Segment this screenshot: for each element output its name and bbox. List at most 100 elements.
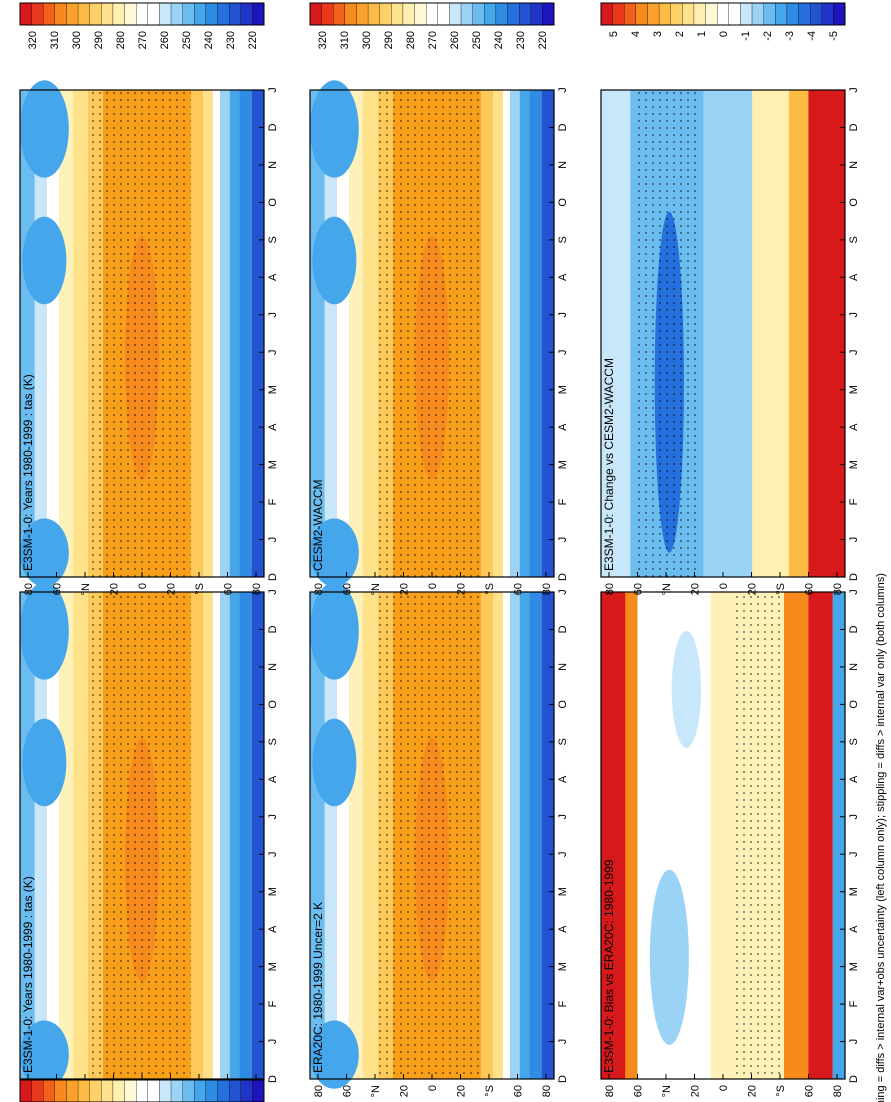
cold-region [20, 518, 69, 587]
month-tick-label: F [557, 1000, 569, 1007]
month-tick-label: D [848, 625, 860, 633]
colorbar-abs-top: 320 310 300 290 280 270 260 250 240 230 220 [19, 2, 265, 49]
month-tick-label: S [557, 738, 569, 745]
colorbar-label: 250 [471, 31, 483, 49]
colorbar-swatch [717, 2, 729, 26]
colorbar-label: 230 [515, 31, 527, 49]
contour-band [480, 592, 493, 1079]
contour-band [73, 592, 89, 1079]
lat-tick-label: 80 [541, 583, 553, 595]
colorbar-swatch [182, 1079, 195, 1102]
contour-band [502, 90, 511, 577]
cold-region [22, 718, 67, 807]
lat-tick-label: 20 [747, 583, 759, 595]
colorbar-label: 270 [427, 31, 439, 49]
colorbar-swatch [600, 2, 613, 26]
month-tick-label: A [557, 775, 569, 783]
cool-region [671, 630, 702, 748]
colorbar-swatch [809, 2, 822, 26]
month-tick-label: J [267, 851, 279, 857]
colorbar-swatch [194, 2, 207, 26]
month-tick-label: J [267, 537, 279, 543]
colorbar-swatch [798, 2, 811, 26]
contour-band [34, 90, 47, 577]
lat-tick-label: 80 [313, 583, 325, 595]
month-tick-label: F [557, 498, 569, 505]
lat-tick-label: 0 [137, 583, 149, 589]
colorbar-swatch [309, 2, 322, 26]
lat-tick-label: 20 [690, 583, 702, 595]
cold-region [20, 1020, 69, 1089]
colorbar-swatch [124, 1079, 137, 1102]
figure-footnote: hatching = diffs > internal var+obs unce… [875, 573, 887, 1102]
month-tick-label: J [557, 87, 569, 93]
colorbar-swatch [612, 2, 625, 26]
month-tick-label: J [267, 589, 279, 595]
contour-band [212, 592, 221, 1079]
month-tick-label: M [267, 460, 279, 469]
colorbar-label: 260 [159, 31, 171, 49]
lat-tick-label: 20 [690, 1085, 702, 1097]
colorbar-swatch [124, 2, 137, 26]
month-tick-label: O [267, 700, 279, 709]
colorbar-swatch [228, 1079, 241, 1102]
colorbar-swatch [635, 2, 648, 26]
contour-band [203, 592, 213, 1079]
panel-p1: E3SM-1-0: Years 1980-1999 : tas (K) 80 60 °… [19, 582, 279, 1097]
month-tick-label: J [848, 1039, 860, 1045]
panel-title: E3SM-1-0: Change vs CESM2-WACCM [602, 358, 616, 571]
colorbar-swatch [484, 2, 497, 26]
colorbar-swatch [19, 2, 32, 26]
month-tick-label: S [848, 738, 860, 745]
colorbar-swatch [54, 1079, 67, 1102]
month-tick-label: D [267, 1075, 279, 1083]
month-tick-label: M [848, 460, 860, 469]
panel-p4: CESM2-WACCM 80 60 °N 20 0 20 °S 60 80 D J F M A M J J A S O N… [309, 80, 569, 595]
colorbar-swatch [43, 2, 56, 26]
month-tick-label: F [267, 498, 279, 505]
month-tick-label: D [557, 573, 569, 581]
colorbar-swatch [43, 1079, 56, 1102]
colorbar-swatch [728, 2, 741, 26]
month-tick-label: D [557, 123, 569, 131]
month-tick-label: J [848, 537, 860, 543]
month-tick-label: J [267, 312, 279, 318]
colorbar-abs-top-2: 320 310 300 290 280 270 260 250 240 230 220 [309, 2, 555, 49]
lat-tick-label: °S [484, 1085, 496, 1097]
lat-tick-label: 0 [427, 1085, 439, 1091]
colorbar-label: 3 [652, 31, 664, 37]
lat-tick-label: °N [661, 583, 673, 595]
colorbar-label: 2 [674, 31, 686, 37]
colorbar-swatch [89, 1079, 102, 1102]
colorbar-swatch [194, 1079, 207, 1102]
month-tick-label: D [267, 625, 279, 633]
contour-band [788, 90, 809, 577]
lat-tick-label: °S [194, 583, 206, 595]
colorbar-label: -4 [806, 31, 818, 41]
month-tick-label: M [848, 887, 860, 896]
lat-tick-label: 60 [513, 1085, 525, 1097]
colorbar-swatch [414, 2, 427, 26]
contour-band [529, 90, 542, 577]
month-tick-label: J [848, 312, 860, 318]
colorbar-swatch [159, 1079, 172, 1102]
colorbar-frame [19, 2, 265, 26]
contour-band [601, 592, 626, 1079]
month-tick-label: D [267, 573, 279, 581]
contour-band [239, 90, 252, 577]
month-tick-label: J [557, 537, 569, 543]
month-tick-label: M [848, 385, 860, 394]
colorbar-swatch [356, 2, 369, 26]
cold-region [310, 1020, 359, 1089]
contour-band [510, 592, 520, 1079]
colorbar-swatch [182, 2, 195, 26]
colorbar-label: 4 [630, 31, 642, 37]
colorbar-swatch [66, 2, 79, 26]
colorbar-swatch [740, 2, 753, 26]
month-tick-label: J [267, 349, 279, 355]
month-tick-label: J [557, 851, 569, 857]
lat-tick-label: 60 [804, 583, 816, 595]
colorbar-swatch [66, 1079, 79, 1102]
lat-tick-label: 60 [804, 1085, 816, 1097]
contour-band [59, 90, 74, 577]
